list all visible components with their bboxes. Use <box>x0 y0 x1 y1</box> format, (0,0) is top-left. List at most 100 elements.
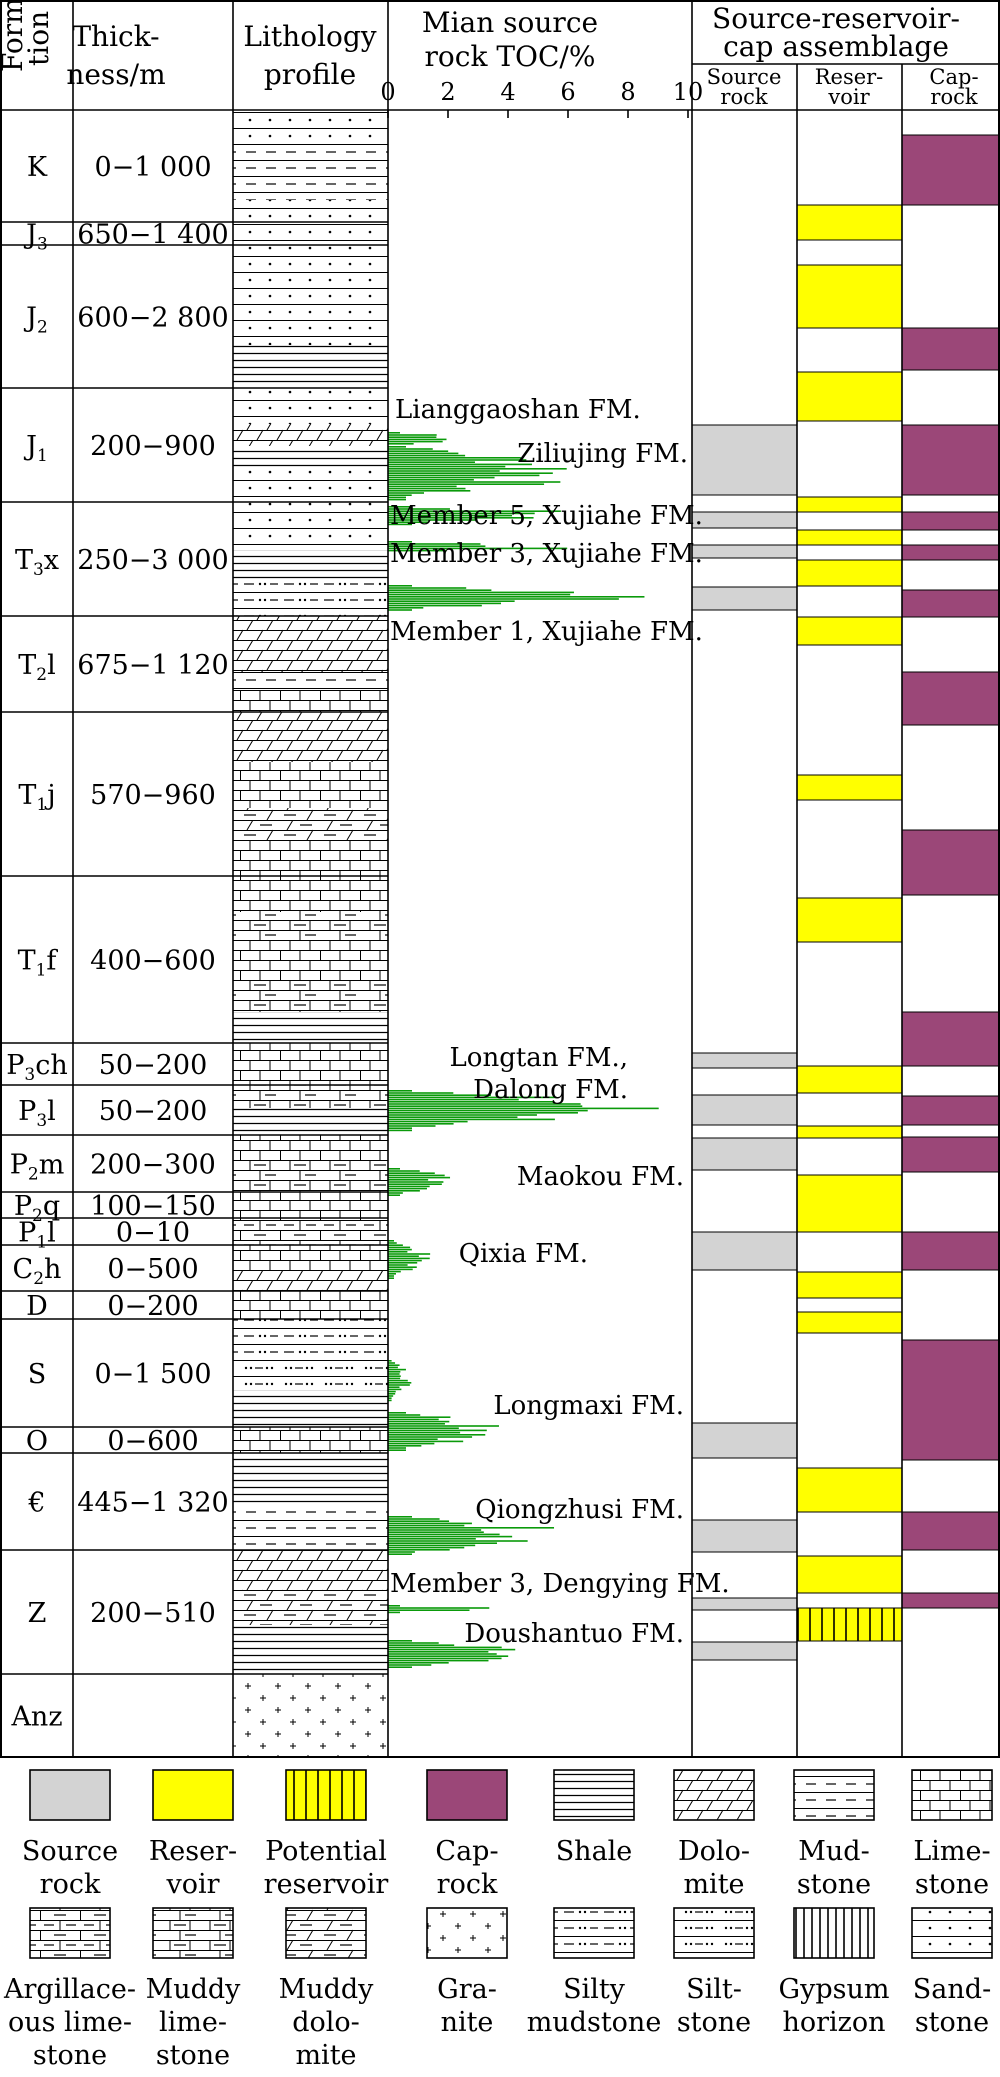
legend-label-mudstone: Mud- <box>798 1836 869 1867</box>
toc-bar <box>388 470 500 472</box>
table-frame <box>0 0 1000 1758</box>
toc-bar <box>388 1544 476 1547</box>
toc-bar <box>388 521 429 523</box>
toc-tick-label: 0 <box>380 78 395 106</box>
toc-bar <box>388 1092 454 1094</box>
lithology-band <box>233 1427 388 1453</box>
toc-bar <box>388 1640 412 1642</box>
toc-bar <box>388 1174 445 1177</box>
toc-bar <box>388 589 492 591</box>
toc-bar <box>388 457 521 459</box>
toc-bar <box>388 604 482 607</box>
formation-t1j: T1j <box>18 780 55 815</box>
toc-bar <box>388 450 449 452</box>
lithology-band <box>233 1505 388 1550</box>
legend-swatch-limestone <box>911 1769 993 1821</box>
toc-bar <box>388 1442 435 1445</box>
toc-bar <box>388 1275 394 1277</box>
assemblage-block-reservoir <box>796 1065 903 1094</box>
toc-tick-label: 2 <box>440 78 455 106</box>
toc-bar <box>388 496 406 499</box>
thickness-s: 0−1 500 <box>94 1359 211 1390</box>
reservoir-subheader-line1: Reser- <box>815 65 884 89</box>
cap-rock-subheader-line2: rock <box>930 85 977 109</box>
toc-bar <box>388 1397 392 1399</box>
toc-bar <box>388 549 447 552</box>
lithology-band <box>233 1291 388 1319</box>
legend-label-source-rock: Source <box>22 1836 118 1867</box>
lithology-band <box>233 1218 388 1245</box>
toc-bar <box>388 1551 415 1553</box>
toc-bar <box>388 1546 465 1549</box>
legend-label-muddy-dolomite: mite <box>295 2040 356 2071</box>
toc-bar <box>388 1103 581 1105</box>
lithology-band <box>233 424 388 446</box>
toc-bar <box>388 1648 516 1651</box>
lithology-band <box>233 762 388 808</box>
toc-bar <box>388 454 466 457</box>
toc-bar <box>388 506 412 508</box>
formation-j3: J3 <box>23 220 48 255</box>
legend-label-dolomite: Dolo- <box>678 1836 750 1867</box>
source-rock-subheader-line2: rock <box>720 85 767 109</box>
toc-bar <box>388 1277 394 1279</box>
legend-label-source-rock: rock <box>40 1869 101 1900</box>
toc-bar <box>388 1253 431 1255</box>
toc-bar <box>388 461 475 463</box>
toc-bar <box>388 1266 417 1268</box>
assemblage-block-cap-rock <box>901 829 1000 896</box>
toc-bar <box>388 1098 519 1101</box>
lithology-band <box>233 502 388 550</box>
toc-bar <box>388 609 412 611</box>
toc-bar <box>388 1368 406 1371</box>
legend-label-argillaceous-limestone: stone <box>33 2040 107 2071</box>
formation-t3x: T3x <box>15 545 59 580</box>
lithology-band <box>233 944 388 980</box>
toc-bar <box>388 1531 484 1533</box>
legend-label-muddy-dolomite: dolo- <box>292 2007 360 2038</box>
assemblage-block-reservoir <box>796 204 903 241</box>
assemblage-block-reservoir <box>796 1467 903 1513</box>
toc-bar <box>388 1431 461 1434</box>
toc-bar <box>388 446 406 448</box>
toc-bar <box>388 494 412 496</box>
toc-bar <box>388 1129 412 1132</box>
thickness-header-line2: ness/m <box>66 58 165 91</box>
formation-s: S <box>28 1359 47 1390</box>
toc-bar <box>388 1094 491 1096</box>
legend-swatch-mudstone <box>793 1769 875 1821</box>
formation-z: Z <box>28 1598 47 1629</box>
lithology-band <box>233 1192 388 1218</box>
lithology-band <box>233 1590 388 1625</box>
toc-bar <box>388 1664 432 1666</box>
toc-bar <box>388 492 425 494</box>
lithology-band <box>233 912 388 944</box>
legend-label-sandstone: stone <box>915 2007 989 2038</box>
lithology-band <box>233 1085 388 1108</box>
assemblage-block-source-rock <box>691 424 798 496</box>
toc-bar <box>388 1542 498 1544</box>
lithology-band <box>233 150 388 200</box>
thickness-t3x: 250−3 000 <box>77 545 228 576</box>
toc-bar <box>388 519 477 521</box>
toc-bar <box>388 591 574 594</box>
toc-bar <box>388 1268 413 1271</box>
legend-swatch-gypsum-horizon <box>793 1907 875 1959</box>
thickness-j1: 200−900 <box>90 431 216 462</box>
lithology-band <box>233 110 388 150</box>
assemblage-block-reservoir <box>796 559 903 587</box>
legend-label-muddy-limestone: Muddy <box>146 1974 242 2005</box>
assemblage-block-reservoir <box>796 897 903 943</box>
toc-label-member-1-xujiahe-fm: Member 1, Xujiahe FM. <box>390 617 703 647</box>
toc-bar <box>388 1520 450 1522</box>
lithology-header-line1: Lithology <box>243 20 376 53</box>
thickness-t1f: 400−600 <box>90 946 216 977</box>
toc-bar <box>388 1123 454 1125</box>
toc-bar <box>388 1273 396 1275</box>
toc-bar <box>388 1527 555 1529</box>
assemblage-block-reservoir <box>796 1271 903 1299</box>
assemblage-block-reservoir <box>796 1555 903 1594</box>
thickness-cambrian: 445−1 320 <box>77 1488 228 1519</box>
toc-bar <box>388 1533 500 1536</box>
